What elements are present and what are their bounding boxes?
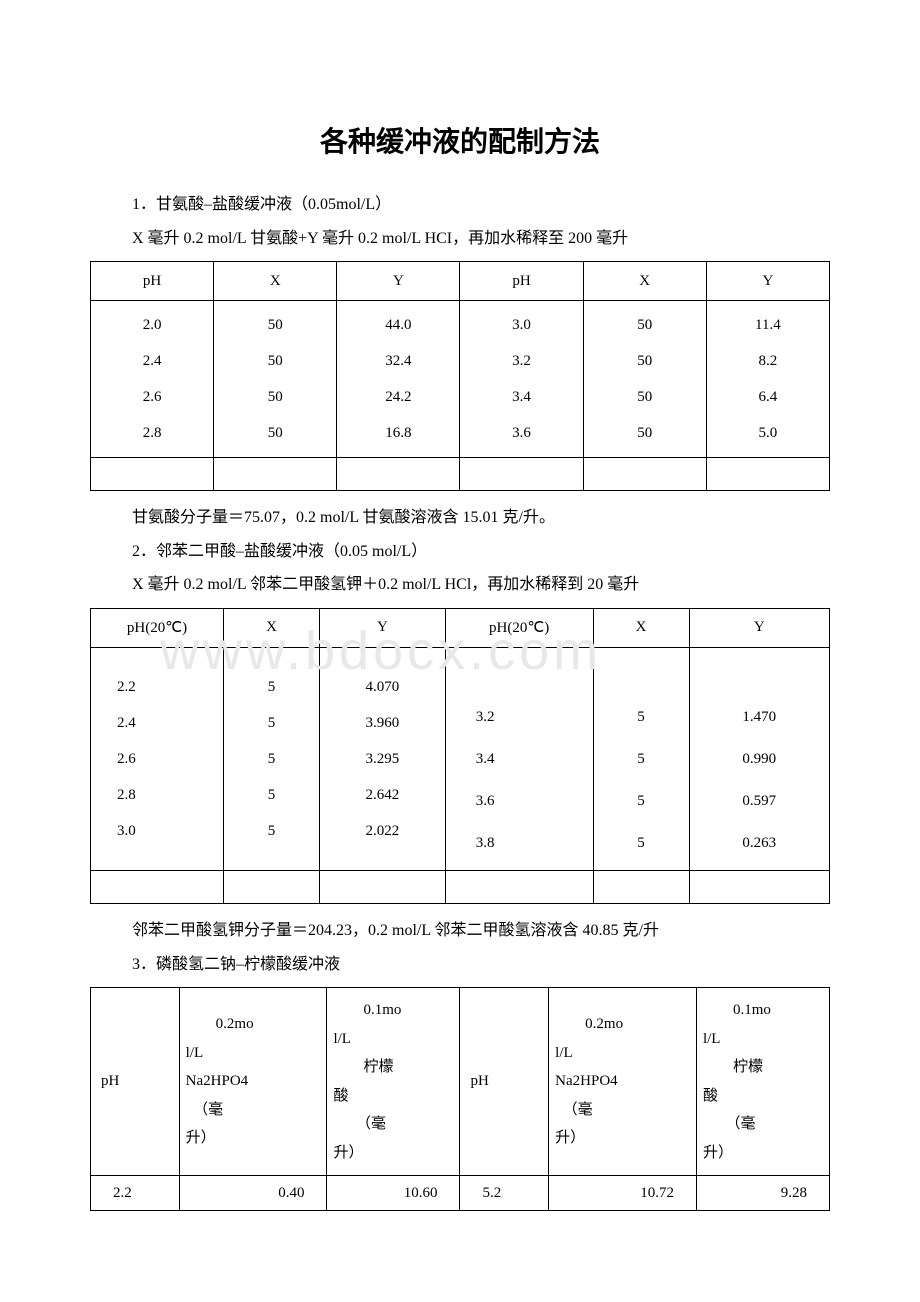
section2-note: 邻苯二甲酸氢钾分子量＝204.23，0.2 mol/L 邻苯二甲酸氢溶液含 40… (100, 914, 820, 948)
table3-phosphate-citrate: pH 0.2mo l/L Na2HPO4 （毫 升） 0.1mo l/L 柠檬 … (90, 987, 830, 1211)
section3-heading: 3．磷酸氢二钠–柠檬酸缓冲液 (100, 948, 820, 982)
table-cell: 5 5 5 5 5 (224, 647, 320, 870)
table-header: pH (91, 988, 180, 1176)
section1-instruction: X 毫升 0.2 mol/L 甘氨酸+Y 毫升 0.2 mol/L HCI，再加… (100, 222, 820, 256)
table-cell: 2.2 2.4 2.6 2.8 3.0 (91, 647, 224, 870)
table-cell: 9.28 (696, 1176, 829, 1211)
table-header: X (593, 608, 689, 647)
table2-phthalate-hcl: pH(20℃) X Y pH(20℃) X Y 2.2 2.4 2.6 2.8 … (90, 608, 830, 904)
table-header: Y (689, 608, 829, 647)
table-cell: 50 50 50 50 (583, 301, 706, 458)
table1-glycine-hcl: pH X Y pH X Y 2.0 2.4 2.6 2.8 50 50 50 5… (90, 261, 830, 491)
table-header: pH (460, 262, 583, 301)
table-row: 2.2 0.40 10.60 5.2 10.72 9.28 (91, 1176, 830, 1211)
table-header: pH (460, 988, 549, 1176)
document-page: www.bdocx.com 各种缓冲液的配制方法 1．甘氨酸–盐酸缓冲液（0.0… (0, 0, 920, 1302)
section2-heading: 2．邻苯二甲酸–盐酸缓冲液（0.05 mol/L） (100, 535, 820, 569)
table-header: X (583, 262, 706, 301)
table-header: pH (91, 262, 214, 301)
table-cell: 2.0 2.4 2.6 2.8 (91, 301, 214, 458)
table-cell: 0.40 (179, 1176, 327, 1211)
table-row: pH 0.2mo l/L Na2HPO4 （毫 升） 0.1mo l/L 柠檬 … (91, 988, 830, 1176)
table-cell: 5 5 5 5 (593, 647, 689, 870)
table-cell: 10.72 (549, 1176, 697, 1211)
table-cell: 1.470 0.990 0.597 0.263 (689, 647, 829, 870)
section2-instruction: X 毫升 0.2 mol/L 邻苯二甲酸氢钾＋0.2 mol/L HCl，再加水… (100, 568, 820, 602)
table-row: 2.2 2.4 2.6 2.8 3.0 5 5 5 5 5 4.070 3.96… (91, 647, 830, 870)
table-header: pH(20℃) (445, 608, 593, 647)
table-cell: 5.2 (460, 1176, 549, 1211)
table-row: pH X Y pH X Y (91, 262, 830, 301)
table-header: 0.1mo l/L 柠檬 酸 （毫 升） (696, 988, 829, 1176)
table-header: Y (337, 262, 460, 301)
table-cell: 44.0 32.4 24.2 16.8 (337, 301, 460, 458)
table-cell: 3.2 3.4 3.6 3.8 (445, 647, 593, 870)
table-row: 2.0 2.4 2.6 2.8 50 50 50 50 44.0 32.4 24… (91, 301, 830, 458)
table-cell: 50 50 50 50 (214, 301, 337, 458)
table-header: X (224, 608, 320, 647)
table-header: 0.1mo l/L 柠檬 酸 （毫 升） (327, 988, 460, 1176)
table-header: Y (320, 608, 446, 647)
section1-heading: 1．甘氨酸–盐酸缓冲液（0.05mol/L） (100, 188, 820, 222)
table-header: X (214, 262, 337, 301)
table-row (91, 458, 830, 491)
section1-note: 甘氨酸分子量＝75.07，0.2 mol/L 甘氨酸溶液含 15.01 克/升。 (100, 501, 820, 535)
table-cell: 4.070 3.960 3.295 2.642 2.022 (320, 647, 446, 870)
table-header: pH(20℃) (91, 608, 224, 647)
table-cell: 3.0 3.2 3.4 3.6 (460, 301, 583, 458)
table-row: pH(20℃) X Y pH(20℃) X Y (91, 608, 830, 647)
table-cell: 2.2 (91, 1176, 180, 1211)
document-title: 各种缓冲液的配制方法 (100, 120, 820, 160)
table-row (91, 870, 830, 903)
table-cell: 10.60 (327, 1176, 460, 1211)
table-header: Y (706, 262, 829, 301)
table-header: 0.2mo l/L Na2HPO4 （毫 升） (179, 988, 327, 1176)
table-header: 0.2mo l/L Na2HPO4 （毫 升） (549, 988, 697, 1176)
table-cell: 11.4 8.2 6.4 5.0 (706, 301, 829, 458)
